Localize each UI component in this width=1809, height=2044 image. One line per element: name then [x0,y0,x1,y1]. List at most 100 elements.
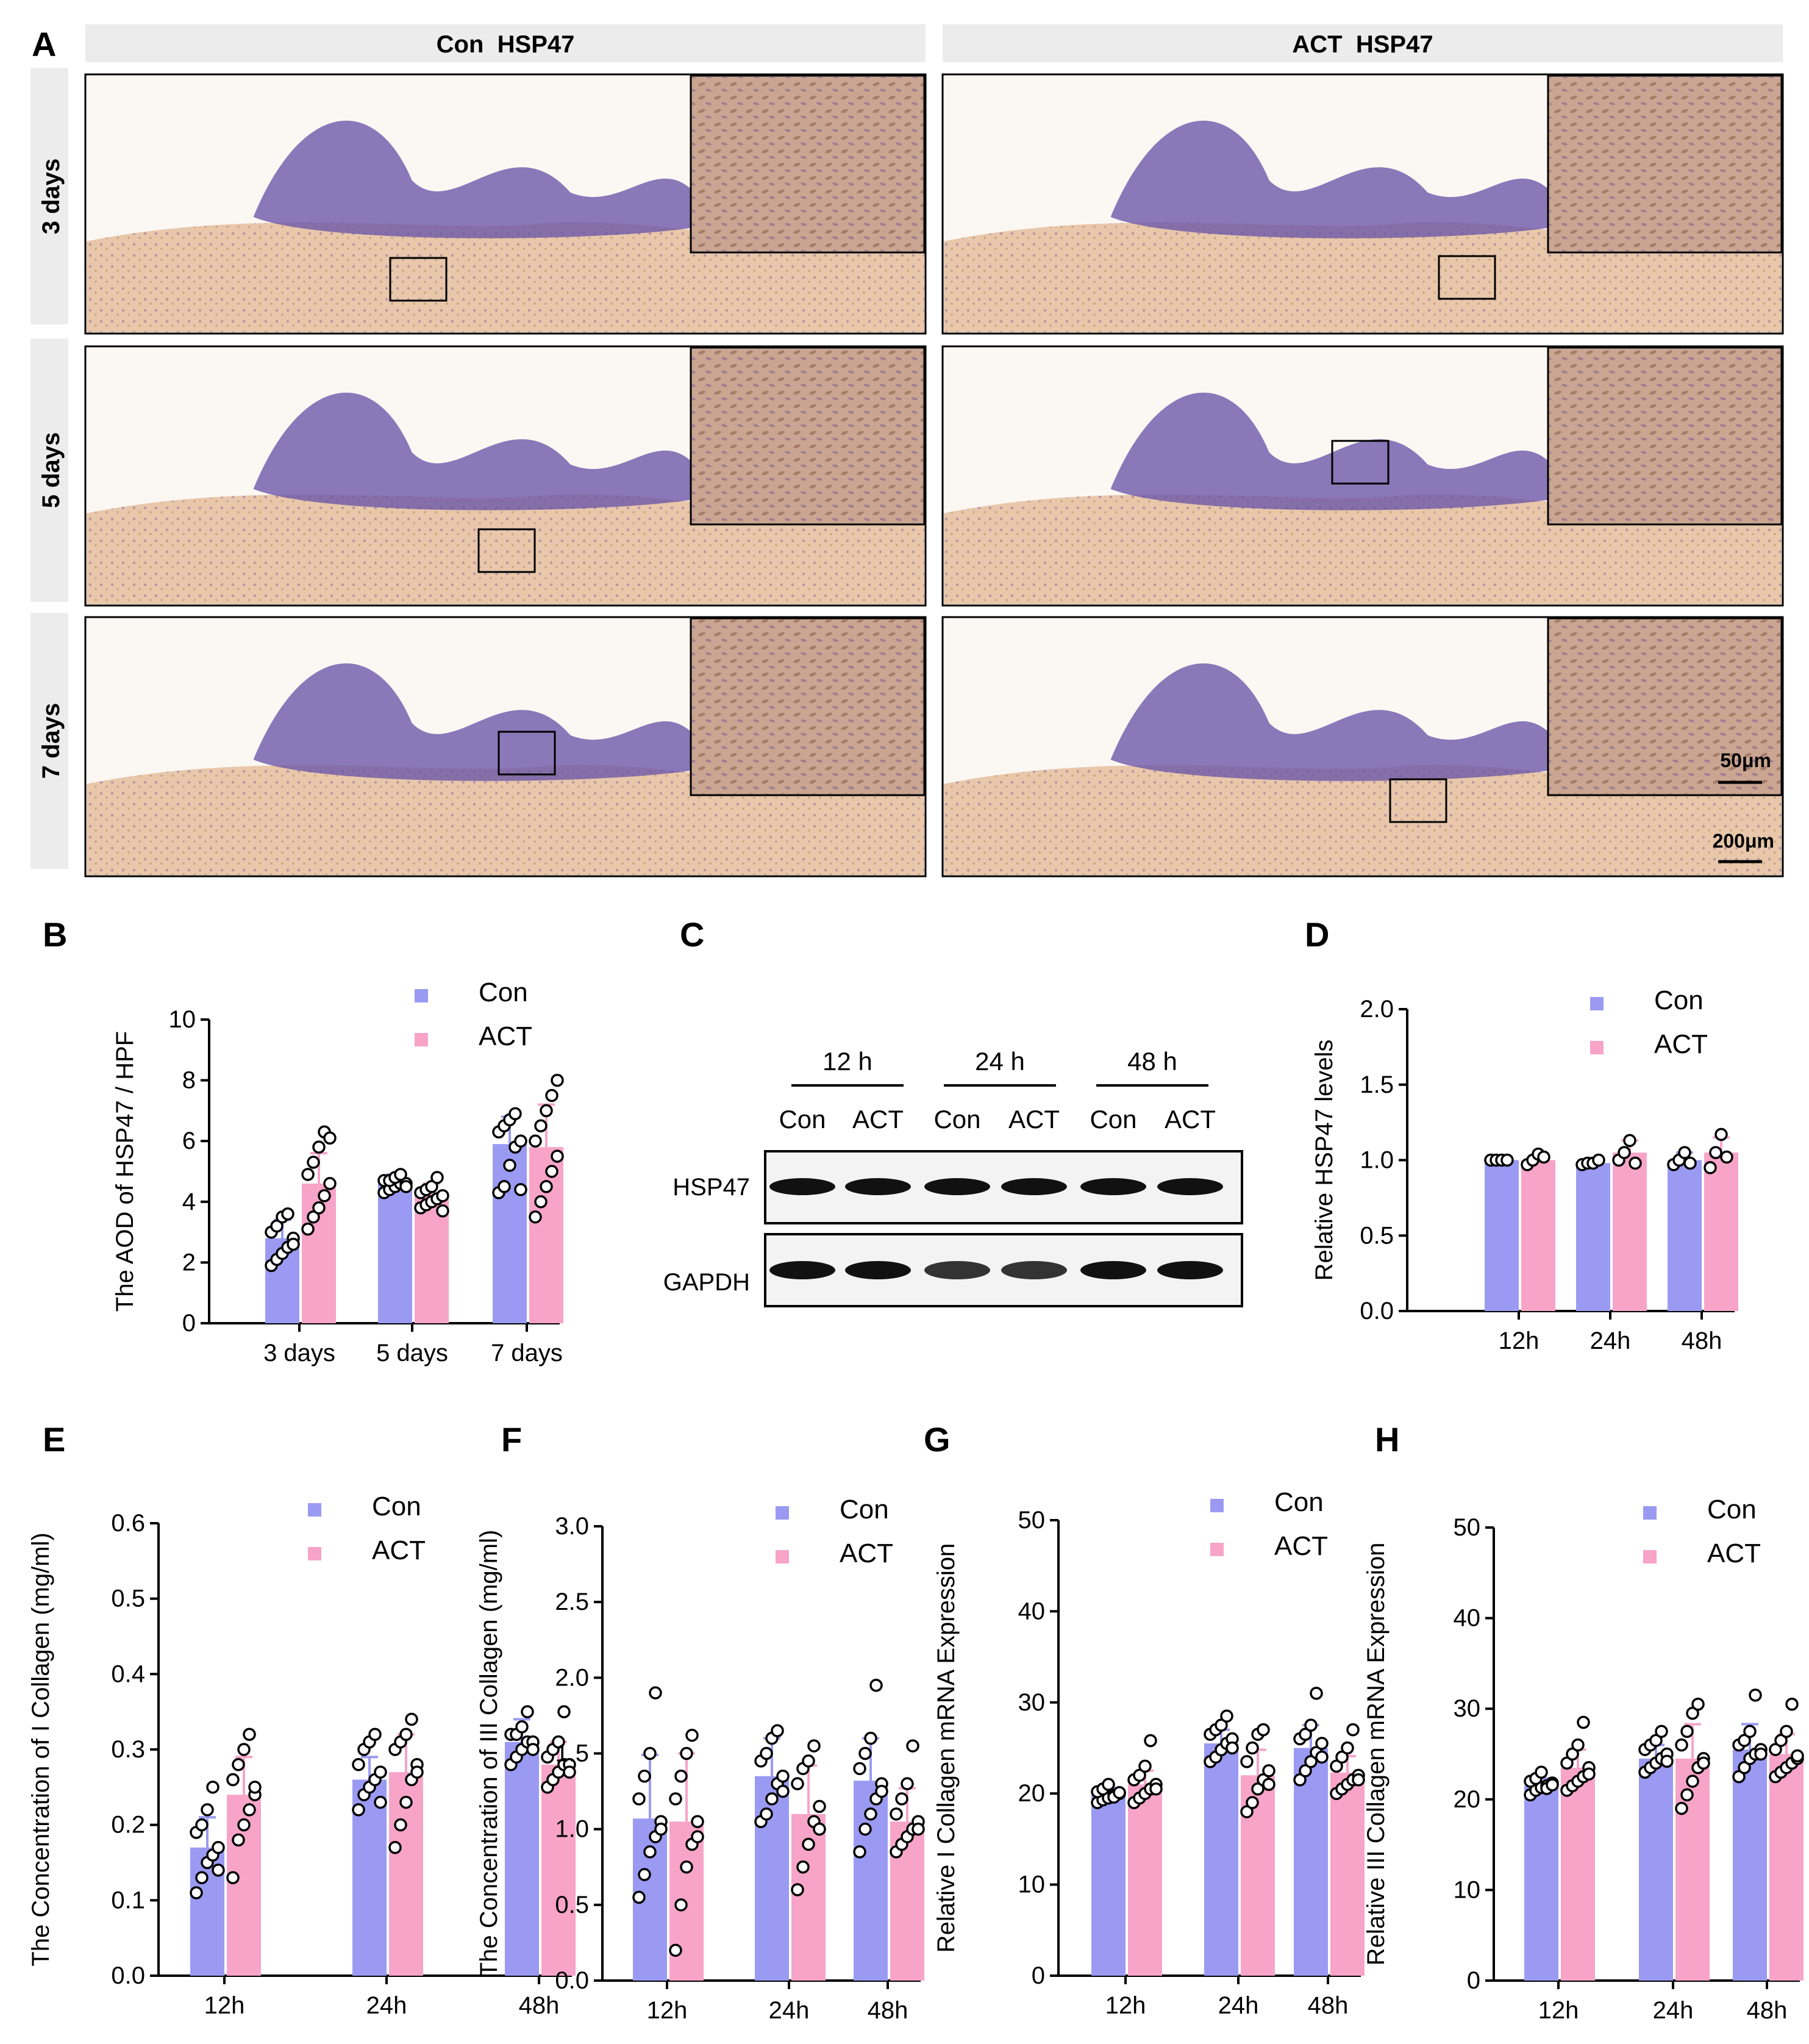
legend-swatch-con [1643,1506,1657,1520]
y-tick-label: 0.5 [1360,1222,1394,1249]
x-tick-label: 12h [204,1992,245,2019]
data-point [190,1886,203,1899]
histology-tile-act-row0 [941,73,1784,335]
data-point [529,1134,542,1148]
y-tick-label: 20 [1454,1786,1481,1813]
data-point [212,1864,225,1877]
data-point [515,1720,529,1734]
histology-tiles [84,73,1784,877]
wb-band-hsp47 [1157,1178,1223,1195]
data-point [248,1781,262,1794]
wb-bands [769,1178,1223,1279]
data-point [508,1107,522,1121]
wb-lane-label: Con [933,1105,980,1134]
region-box [1331,440,1390,485]
bar-con [493,1144,527,1323]
y-tick-label: 2 [182,1249,196,1276]
bar-con [1733,1749,1767,1981]
data-point [776,1784,790,1798]
data-point [1704,1161,1717,1174]
legend-label-act: ACT [1707,1538,1761,1568]
data-point [1246,1741,1259,1755]
data-point [563,1765,576,1779]
data-point [206,1781,219,1794]
data-point [1678,1146,1691,1159]
row-label-7days: 7 days [38,703,65,779]
data-point [1754,1747,1768,1761]
legend-swatch-con [776,1506,789,1520]
data-point [521,1705,534,1718]
legend-swatch-act [1210,1543,1224,1556]
legend-swatch-con [308,1503,321,1517]
data-point [195,1818,209,1832]
wb-band-hsp47 [845,1178,911,1195]
data-point [875,1784,888,1798]
panel-letter-d: D [1305,915,1329,954]
y-axis-label: The AOD of HSP47 / HPF [112,1031,138,1312]
y-axis-label: Relative III Collagen mRNA Expression [1363,1543,1390,1966]
bar-con [378,1183,412,1323]
data-point [912,1822,925,1836]
data-point [674,1898,688,1912]
y-tick-label: 10 [1018,1871,1046,1898]
data-point [498,1180,511,1193]
data-point [869,1679,883,1692]
y-tick-label: 0.5 [111,1585,145,1612]
data-point [1680,1724,1694,1738]
data-point [776,1770,790,1783]
y-tick-label: 1.5 [1360,1071,1394,1098]
y-tick-label: 1.0 [1360,1147,1394,1174]
inset-cells [692,77,923,251]
data-point [802,1837,815,1851]
data-point [1133,1768,1146,1782]
chart-panel-h: 0 10 20 30 40 50 Relative III Collagen mRNA Ex… [1363,1495,1804,2024]
data-point [1299,1728,1312,1741]
data-point [410,1765,424,1779]
panel-letter-c: C [680,915,704,954]
legend-label-act: ACT [1274,1531,1328,1561]
data-point [906,1739,919,1753]
region-box [1389,778,1447,823]
y-tick-label: 0.6 [111,1510,145,1537]
wb-band-label-gapdh: GAPDH [663,1269,750,1296]
data-point [399,1795,413,1809]
data-point [643,1845,657,1859]
y-tick-label: 1.5 [555,1740,589,1767]
data-point [1341,1741,1354,1755]
tissue-scab [253,120,716,238]
legend-swatch-act [776,1550,789,1563]
panel-letter-g: G [924,1420,951,1459]
wb-band-gapdh [924,1261,990,1279]
data-point [791,1777,804,1790]
data-point [312,1140,326,1154]
wb-timepoint: 24 h [975,1047,1025,1076]
data-point [557,1705,571,1718]
data-point [374,1765,387,1779]
panel-a-histology: A Con HSP47 ACT HSP47 3 days 5 days 7 da… [30,24,1784,877]
y-tick-label: 2.0 [1360,996,1394,1023]
data-point [545,1165,558,1178]
bar-act [1521,1160,1555,1311]
y-axis-label: Relative HSP47 levels [1311,1040,1338,1281]
data-point [436,1189,449,1202]
legend-label-con: Con [840,1495,889,1524]
chart-panel-f: 0.0 0.5 1.0 1.5 2.0 2.5 3.0 The Concentration o… [476,1495,925,2024]
row-label-5days: 5 days [38,432,65,509]
data-point [540,1104,553,1118]
data-point [552,1735,565,1749]
legend-label-con: Con [1274,1487,1324,1517]
region-box [389,257,448,302]
data-point [1220,1709,1233,1723]
data-point [864,1731,877,1745]
x-tick-label: 5 days [376,1340,448,1367]
y-axis-label: The Concentration of III Collagen (mg/ml… [476,1530,502,1978]
data-point [1582,1767,1596,1781]
data-point [1335,1750,1349,1764]
x-tick-label: 12h [1105,1992,1146,2019]
y-tick-label: 40 [1018,1598,1046,1624]
legend-swatch-act [415,1033,428,1046]
data-point [1102,1778,1115,1792]
chart-panel-g: 0 10 20 30 40 50 Relative I Collagen mRNA Expr… [933,1487,1365,2019]
bar-act [1613,1152,1647,1311]
